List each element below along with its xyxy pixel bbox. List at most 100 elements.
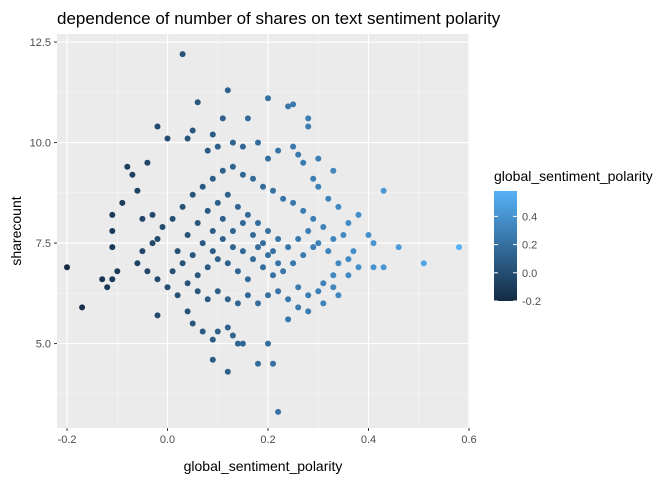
data-point xyxy=(204,147,211,154)
y-tick-label: 5.0 xyxy=(36,339,51,351)
data-point xyxy=(129,171,136,178)
data-point xyxy=(114,268,121,275)
data-point xyxy=(255,220,261,226)
data-point xyxy=(310,244,317,251)
legend-title: global_sentiment_polarity xyxy=(494,168,653,184)
data-point xyxy=(209,228,216,234)
data-point xyxy=(144,159,151,166)
data-point xyxy=(370,240,377,247)
y-tick-label: 7.5 xyxy=(36,238,51,250)
data-point xyxy=(456,244,462,251)
data-point xyxy=(395,244,402,251)
data-point xyxy=(275,408,282,415)
data-point xyxy=(275,236,282,242)
legend-tick-label: 0.0 xyxy=(522,268,537,280)
data-point xyxy=(380,264,387,271)
data-point xyxy=(335,292,342,299)
data-point xyxy=(244,292,251,299)
data-point xyxy=(164,284,171,291)
data-point xyxy=(285,296,292,303)
data-point xyxy=(295,284,302,291)
data-point xyxy=(139,215,146,222)
data-point xyxy=(290,260,297,267)
data-point xyxy=(305,228,312,234)
x-tick-label: 0.6 xyxy=(461,434,476,446)
data-point xyxy=(265,340,271,347)
data-point xyxy=(355,211,362,218)
data-point xyxy=(265,292,271,299)
data-point xyxy=(255,300,261,307)
data-point xyxy=(234,268,241,275)
data-point xyxy=(134,187,141,194)
data-point xyxy=(239,171,246,178)
data-point xyxy=(154,312,161,319)
data-point xyxy=(244,276,251,283)
data-point xyxy=(250,175,256,182)
data-point xyxy=(214,288,221,295)
data-point xyxy=(315,288,322,295)
data-point xyxy=(239,248,246,255)
data-point xyxy=(325,195,332,202)
data-point xyxy=(194,220,201,226)
data-point xyxy=(380,187,387,194)
data-point xyxy=(275,260,282,267)
data-point xyxy=(320,300,327,307)
data-point xyxy=(229,228,236,234)
data-point xyxy=(179,260,186,267)
data-point xyxy=(244,211,251,218)
data-point xyxy=(315,155,322,162)
data-point xyxy=(184,308,191,315)
data-point xyxy=(265,95,271,102)
data-point xyxy=(179,51,186,58)
data-point xyxy=(305,308,312,315)
data-point xyxy=(330,236,337,242)
data-point xyxy=(305,123,312,130)
data-point xyxy=(169,268,176,275)
data-point xyxy=(189,127,196,134)
data-point xyxy=(420,260,427,267)
data-point xyxy=(184,135,191,142)
data-point xyxy=(310,175,317,182)
data-point xyxy=(214,143,221,150)
data-point xyxy=(184,232,191,238)
data-point xyxy=(355,264,362,271)
data-point xyxy=(270,187,276,194)
data-point xyxy=(199,183,206,190)
data-point xyxy=(239,220,246,226)
data-point xyxy=(179,203,186,210)
data-point xyxy=(199,328,206,335)
data-point xyxy=(224,368,231,375)
data-point xyxy=(330,272,337,279)
color-legend: global_sentiment_polarity -0.2 0.0 0.2 0.4 xyxy=(494,168,653,308)
data-point xyxy=(104,284,111,291)
data-point xyxy=(154,236,161,242)
data-point xyxy=(280,268,287,275)
data-point xyxy=(79,304,86,311)
data-point xyxy=(204,296,211,303)
data-point xyxy=(149,211,156,218)
data-point xyxy=(224,324,231,331)
data-point xyxy=(124,163,131,170)
x-tick-label: 0.2 xyxy=(260,434,275,446)
data-point xyxy=(345,220,352,226)
data-point xyxy=(189,320,196,327)
data-point xyxy=(109,244,116,251)
data-point xyxy=(189,191,196,198)
data-point xyxy=(229,244,236,251)
data-point xyxy=(119,199,126,206)
data-point xyxy=(169,215,176,222)
legend-tick-label: 0.4 xyxy=(522,211,537,223)
data-point xyxy=(194,272,201,279)
data-point xyxy=(209,131,216,138)
data-point xyxy=(154,123,161,130)
data-point xyxy=(300,207,307,214)
data-point xyxy=(295,236,302,242)
data-point xyxy=(330,167,337,174)
y-axis-title: sharecount xyxy=(8,196,24,265)
data-point xyxy=(219,167,226,174)
data-point xyxy=(199,240,206,247)
data-point xyxy=(164,135,171,142)
data-point xyxy=(109,228,116,234)
data-point xyxy=(244,115,251,122)
